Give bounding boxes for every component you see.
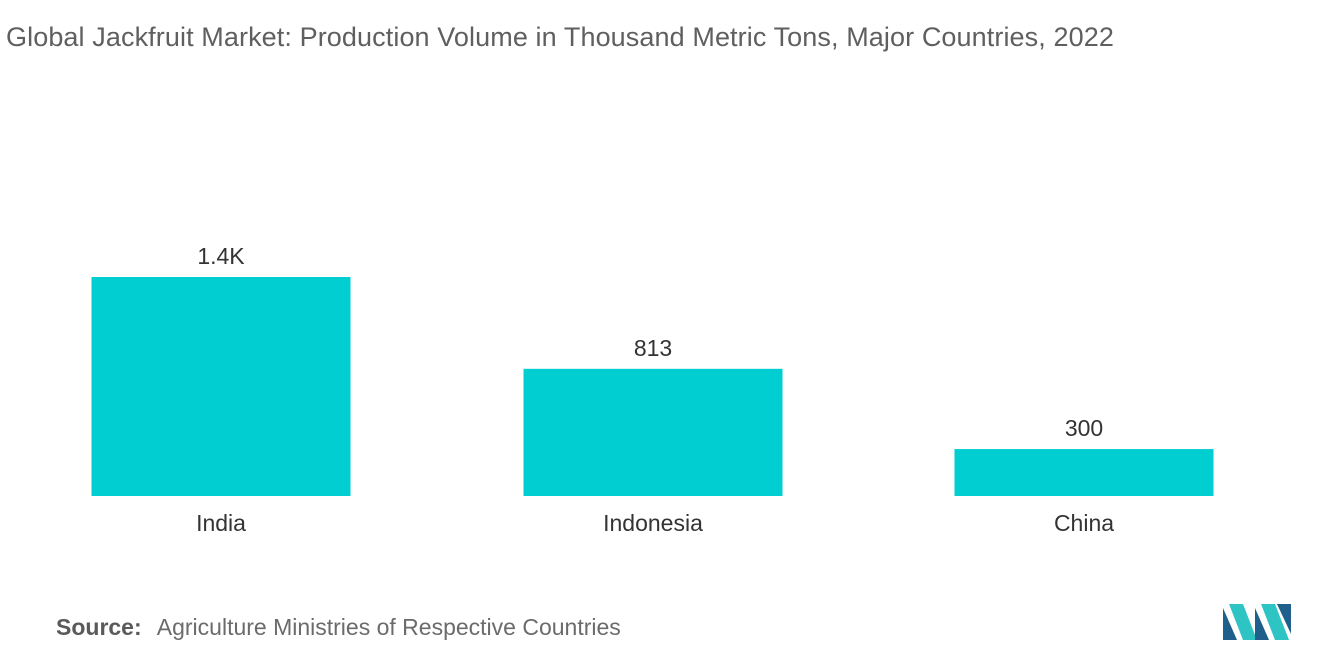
bar-indonesia [523, 368, 783, 496]
bar-india [91, 277, 351, 496]
tick-label-indonesia: Indonesia [603, 510, 703, 536]
tick-label-india: India [196, 510, 246, 536]
data-label-china: 300 [1065, 415, 1103, 441]
source-text: Agriculture Ministries of Respective Cou… [156, 614, 621, 640]
bar-china [954, 449, 1214, 496]
chart-title: Global Jackfruit Market: Production Volu… [6, 22, 1114, 52]
source-note: Source: Agriculture Ministries of Respec… [56, 614, 621, 641]
source-key: Source: [56, 614, 142, 640]
data-label-indonesia: 813 [634, 335, 672, 361]
data-label-india: 1.4K [197, 243, 245, 269]
tick-label-china: China [1054, 510, 1114, 536]
bar-chart: 1.4K India 813 Indonesia 300 China [91, 243, 1214, 536]
mordor-intelligence-logo-icon [1223, 604, 1291, 640]
